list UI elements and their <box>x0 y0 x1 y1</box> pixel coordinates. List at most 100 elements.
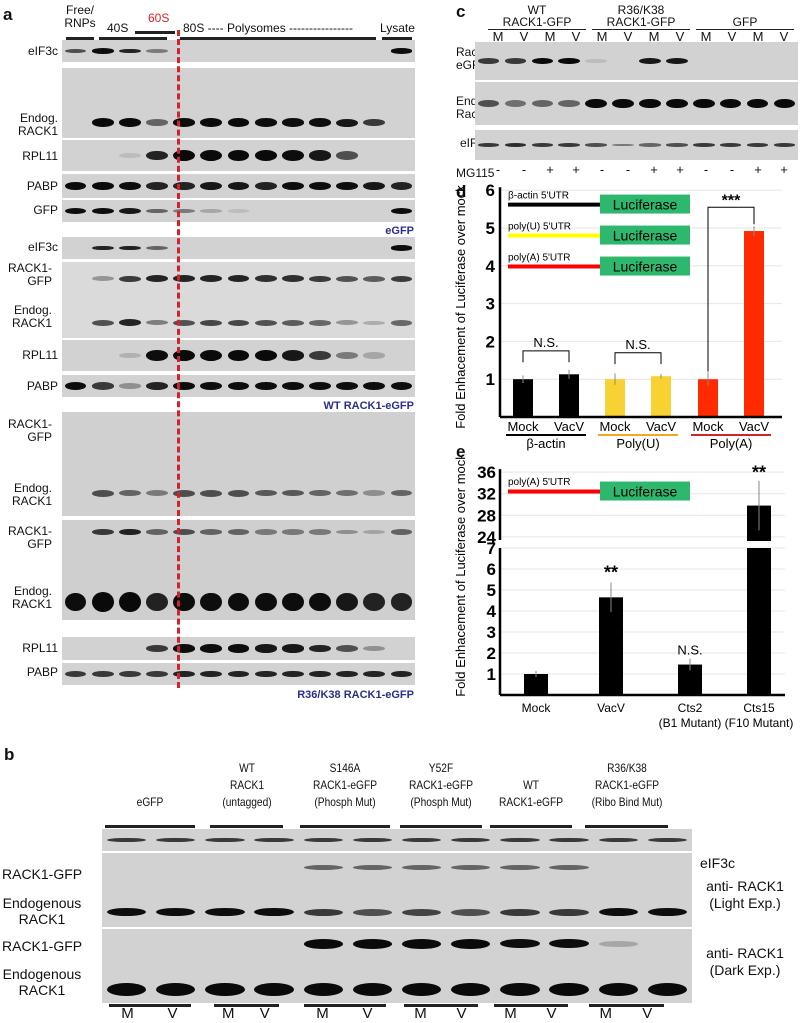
protein-band <box>119 528 141 536</box>
protein-band <box>173 275 196 283</box>
y-tick-label: 7 <box>487 539 496 558</box>
y-tick-label: 28 <box>477 506 496 525</box>
protein-band <box>281 670 304 678</box>
protein-band <box>200 350 223 361</box>
mg115-value: - <box>729 162 735 177</box>
row-label-gfp: GFP <box>27 430 52 444</box>
protein-band <box>91 528 114 536</box>
protein-band <box>200 670 223 678</box>
protein-band <box>401 908 442 916</box>
luciferase-label: Luciferase <box>613 228 678 244</box>
lane-label: M <box>316 1005 329 1022</box>
protein-band <box>146 490 168 497</box>
construct-label: poly(U) 5'UTR <box>508 222 571 233</box>
protein-band <box>91 489 114 497</box>
lane-label: V <box>362 1005 373 1022</box>
luciferase-box <box>600 194 690 214</box>
significance-label: ** <box>752 463 766 483</box>
construct-label: poly(A) 5'UTR <box>508 477 570 488</box>
row-label-light-exp: (Light Exp.) <box>709 895 781 911</box>
y-tick-label: 24 <box>477 528 496 547</box>
protein-band <box>504 143 527 147</box>
protein-band <box>352 837 393 843</box>
lane-label: M <box>544 29 556 44</box>
protein-band <box>146 246 168 250</box>
protein-band <box>451 837 491 843</box>
group-line <box>400 825 482 828</box>
protein-band <box>336 118 358 127</box>
protein-band <box>390 182 413 190</box>
group-line <box>300 825 390 828</box>
protein-band <box>746 143 769 147</box>
row-label-dark-exp: (Dark Exp.) <box>709 962 781 978</box>
group-line <box>109 1004 191 1007</box>
protein-band <box>119 152 141 159</box>
protein-band <box>227 118 250 127</box>
fraction-line <box>180 37 376 40</box>
protein-band <box>91 48 114 54</box>
blot-strip <box>62 174 415 198</box>
bar <box>513 379 533 417</box>
protein-band <box>64 670 87 678</box>
bar <box>744 231 764 417</box>
protein-band <box>200 529 223 535</box>
protein-band <box>119 352 141 359</box>
protein-band <box>612 143 634 147</box>
protein-band <box>500 865 540 871</box>
group-label: eGFP <box>136 795 164 809</box>
protein-band <box>200 275 223 283</box>
header-polysomes: 80S ---- Polysomes ---------------- <box>183 21 353 35</box>
protein-band <box>336 275 358 282</box>
group-label: RACK1-GFP <box>606 15 676 29</box>
blot-strip <box>62 663 415 685</box>
row-label-gfp: GFP <box>33 203 58 217</box>
protein-band <box>390 275 413 282</box>
y-tick-label: 36 <box>477 463 496 482</box>
protein-band <box>205 837 245 843</box>
protein-band <box>205 983 245 997</box>
protein-band <box>666 57 688 65</box>
group-label: (untagged) <box>221 795 272 809</box>
protein-band <box>500 983 540 997</box>
blot-strip <box>62 520 415 620</box>
protein-band <box>585 98 607 109</box>
header-rnps: RNPs <box>64 16 96 30</box>
blot-strip <box>62 637 415 660</box>
protein-band <box>647 983 688 997</box>
protein-band <box>146 593 168 611</box>
significance-label: *** <box>722 192 741 209</box>
significance-label: N.S. <box>533 335 558 350</box>
protein-band <box>64 381 87 391</box>
protein-band <box>106 983 147 997</box>
protein-band <box>363 352 386 359</box>
protein-band <box>227 181 250 191</box>
group-line <box>487 29 587 30</box>
protein-band <box>549 939 589 949</box>
protein-band <box>336 381 358 391</box>
protein-band <box>390 48 413 54</box>
protein-band <box>352 908 393 916</box>
mg115-value: + <box>676 162 684 177</box>
row-label-endog: Endog. <box>13 584 52 598</box>
protein-band <box>227 381 250 391</box>
protein-band <box>693 143 715 147</box>
lane-label: M <box>492 29 504 44</box>
y-tick-label: 1 <box>487 665 496 684</box>
blot-strip <box>62 40 415 62</box>
lane-label: V <box>571 29 581 44</box>
group-line <box>404 1004 478 1007</box>
protein-band <box>647 908 688 917</box>
protein-band <box>281 644 304 653</box>
protein-band <box>336 670 358 678</box>
y-tick-label: 6 <box>486 181 495 200</box>
protein-band <box>363 593 386 611</box>
protein-band <box>504 100 527 107</box>
row-label-endogenous: Endogenous <box>2 895 82 911</box>
luciferase-label: Luciferase <box>613 259 678 275</box>
y-tick-label: 3 <box>487 623 496 642</box>
row-label-pabp: PABP <box>26 665 58 679</box>
x-tick-label: Mock <box>692 419 724 434</box>
protein-band <box>352 983 393 997</box>
y-tick-label: 1 <box>486 370 495 389</box>
protein-band <box>254 350 277 361</box>
